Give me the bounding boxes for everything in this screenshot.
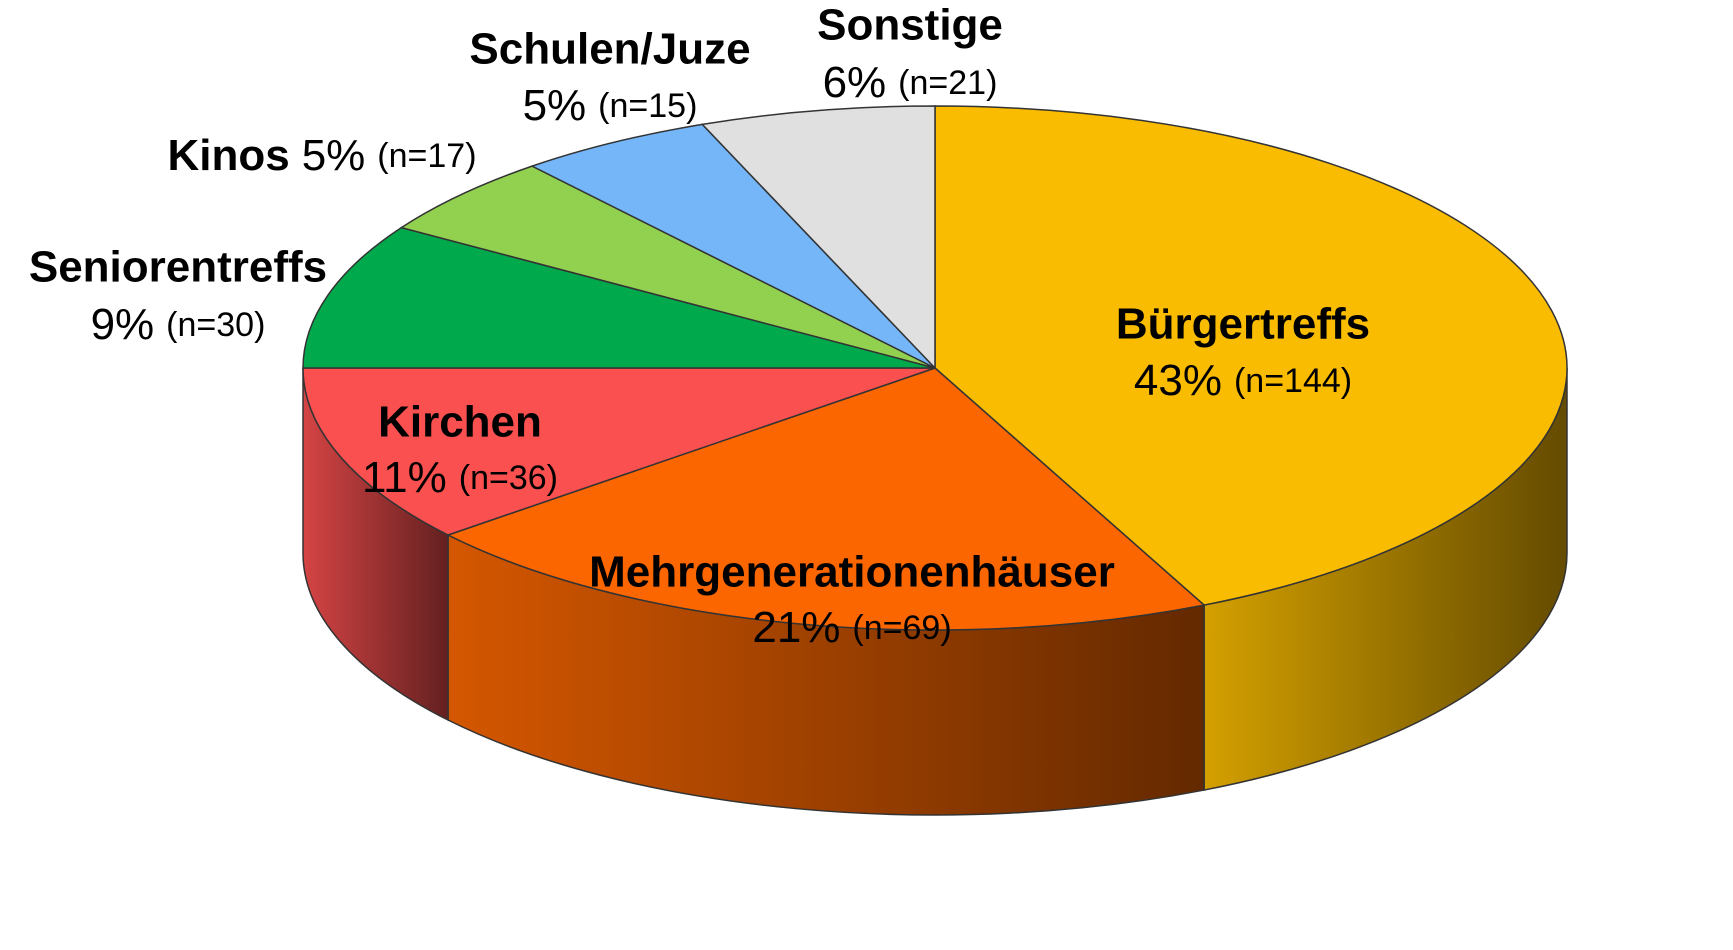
count-label: (n=144)	[1234, 362, 1352, 400]
slice	[302, 226, 936, 369]
slice-label: 5% (n=15)	[523, 81, 698, 130]
count-label: (n=15)	[598, 87, 697, 125]
value-label: 43%	[1134, 356, 1222, 405]
slice	[302, 367, 936, 536]
slice-label: 6% (n=21)	[823, 58, 998, 107]
count-label: (n=30)	[166, 306, 265, 344]
value-label: 5%	[523, 81, 587, 130]
slice	[700, 105, 936, 370]
slice	[934, 105, 1568, 606]
category-label: Kirchen	[378, 398, 542, 447]
count-label: (n=69)	[852, 609, 951, 647]
slice-label: 43% (n=144)	[1134, 356, 1352, 405]
slice-label: 11% (n=36)	[362, 453, 558, 502]
count-label: (n=36)	[459, 459, 558, 497]
value-label: 5%	[302, 131, 366, 180]
value-label: 9%	[91, 300, 155, 349]
slice	[530, 123, 936, 369]
category-label: Sonstige	[817, 1, 1003, 50]
slice-label: Kinos 5% (n=17)	[167, 131, 476, 180]
category-label: Bürgertreffs	[1116, 300, 1370, 349]
value-label: 21%	[752, 603, 840, 652]
slice	[399, 165, 936, 369]
slice	[446, 367, 1206, 631]
category-label: Mehrgenerationenhäuser	[589, 548, 1115, 597]
count-label: (n=21)	[898, 64, 997, 102]
slice-label: 9% (n=30)	[91, 300, 266, 349]
slice-label: 21% (n=69)	[752, 603, 951, 652]
value-label: 6%	[823, 58, 887, 107]
category-label: Kinos	[167, 131, 289, 180]
category-label: Seniorentreffs	[29, 243, 327, 292]
value-label: 11%	[362, 453, 447, 502]
category-label: Schulen/Juze	[469, 25, 750, 74]
count-label: (n=17)	[377, 137, 476, 175]
